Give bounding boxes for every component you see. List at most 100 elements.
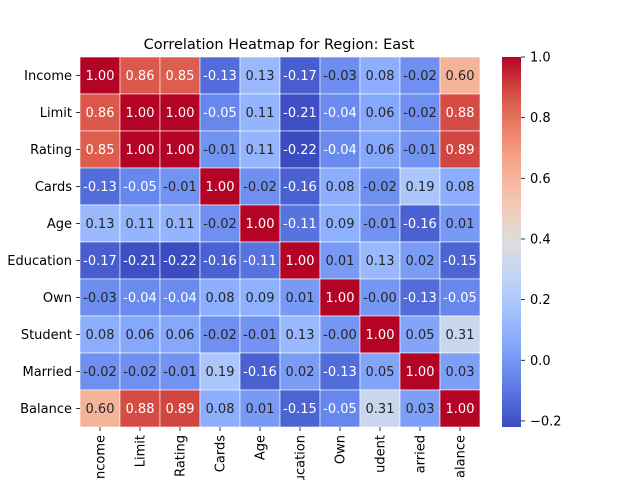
cell-value-label: -0.17 <box>283 69 317 84</box>
heatmap-cell <box>199 278 241 317</box>
y-tick-label: Education <box>7 254 72 269</box>
heatmap-cell <box>159 315 201 354</box>
heatmap-cell <box>319 93 361 132</box>
cell-value-label: 0.03 <box>446 365 475 380</box>
heatmap-cell <box>319 315 361 354</box>
colorbar: −0.2 0.0 0.2 0.4 0.6 0.8 1.0 <box>502 51 562 429</box>
cell-value-label: 0.13 <box>366 254 395 269</box>
cell-value-label: 0.08 <box>206 402 235 417</box>
heatmap-cell <box>279 167 321 206</box>
cell-value-label: 0.11 <box>246 143 275 158</box>
heatmap-cell <box>359 56 401 95</box>
cell-value-label: -0.15 <box>283 402 317 417</box>
heatmap-cell <box>279 315 321 354</box>
heatmap-cell <box>359 204 401 243</box>
heatmap-cell <box>439 56 481 95</box>
cell-value-label: 0.08 <box>326 180 355 195</box>
cell-value-label: 0.02 <box>286 365 315 380</box>
cell-value-label: -0.02 <box>403 69 437 84</box>
heatmap-cell <box>359 93 401 132</box>
cell-value-label: -0.21 <box>283 106 317 121</box>
cell-value-label: 1.00 <box>126 106 155 121</box>
cell-value-label: -0.11 <box>283 217 317 232</box>
cell-value-label: 1.00 <box>406 365 435 380</box>
cell-value-label: -0.22 <box>283 143 317 158</box>
cell-value-label: -0.00 <box>363 291 397 306</box>
cell-value-label: 0.88 <box>126 402 155 417</box>
cell-value-label: -0.05 <box>323 402 357 417</box>
cell-value-label: 0.05 <box>406 328 435 343</box>
heatmap-cell <box>319 130 361 169</box>
heatmap-cell <box>319 389 361 428</box>
cell-value-label: 1.00 <box>86 69 115 84</box>
heatmap-cell <box>399 278 441 317</box>
heatmap-cell <box>119 389 161 428</box>
cell-value-label: -0.04 <box>323 106 357 121</box>
heatmap-cell <box>119 352 161 391</box>
heatmap-cell <box>199 352 241 391</box>
cell-value-label: 0.06 <box>366 106 395 121</box>
heatmap-cell <box>199 389 241 428</box>
heatmap-cell <box>199 315 241 354</box>
heatmap-cell <box>279 204 321 243</box>
cell-value-label: -0.16 <box>203 254 237 269</box>
cell-value-label: 0.06 <box>366 143 395 158</box>
heatmap-cell <box>119 56 161 95</box>
heatmap-cell <box>79 167 121 206</box>
y-tick-label: Rating <box>30 143 72 158</box>
heatmap-cell <box>159 241 201 280</box>
heatmap-cell <box>199 241 241 280</box>
cell-value-label: 0.11 <box>246 106 275 121</box>
heatmap-cell <box>79 278 121 317</box>
x-axis-tick-labels: ncome Limit Rating Cards Age ucation Own udent a… <box>94 427 469 480</box>
cell-value-label: 0.05 <box>366 365 395 380</box>
cell-value-label: 0.01 <box>326 254 355 269</box>
cell-value-label: -0.01 <box>163 365 197 380</box>
heatmap-cell <box>359 315 401 354</box>
cell-value-label: -0.13 <box>403 291 437 306</box>
heatmap-cell <box>279 278 321 317</box>
colorbar-tick-label: 0.2 <box>530 293 551 308</box>
cell-value-label: 0.06 <box>126 328 155 343</box>
cell-value-label: -0.01 <box>203 143 237 158</box>
cell-value-label: 0.01 <box>446 217 475 232</box>
cell-value-label: 0.88 <box>446 106 475 121</box>
y-tick-label: Own <box>43 291 72 306</box>
x-tick-label: Own <box>334 435 349 464</box>
heatmap-cell <box>239 204 281 243</box>
y-tick-label: Student <box>21 328 72 343</box>
cell-value-label: -0.05 <box>203 106 237 121</box>
heatmap-cell <box>439 167 481 206</box>
cell-value-label: 1.00 <box>166 106 195 121</box>
cell-value-label: -0.02 <box>203 328 237 343</box>
heatmap-cell <box>279 389 321 428</box>
heatmap-cell <box>399 93 441 132</box>
heatmap-cell <box>119 204 161 243</box>
heatmap-cell <box>359 352 401 391</box>
cell-value-label: 0.08 <box>446 180 475 195</box>
heatmap-cell <box>319 204 361 243</box>
cell-value-label: 1.00 <box>206 180 235 195</box>
x-tick-label: ucation <box>294 435 309 480</box>
cell-value-label: -0.02 <box>243 180 277 195</box>
cell-value-label: 0.11 <box>126 217 155 232</box>
y-tick-label: Income <box>24 69 72 84</box>
cell-value-label: 1.00 <box>446 402 475 417</box>
heatmap-cell <box>119 130 161 169</box>
cell-value-label: -0.22 <box>163 254 197 269</box>
heatmap-cell <box>239 352 281 391</box>
colorbar-tick-label: −0.2 <box>530 414 562 429</box>
heatmap-cell <box>359 130 401 169</box>
x-tick-label: alance <box>454 435 469 478</box>
cell-value-label: -0.01 <box>243 328 277 343</box>
heatmap-cell <box>79 389 121 428</box>
chart-title: Correlation Heatmap for Region: East <box>144 37 415 53</box>
heatmap-cell <box>359 278 401 317</box>
heatmap-cell <box>319 167 361 206</box>
heatmap-cell <box>399 130 441 169</box>
heatmap-cell <box>279 93 321 132</box>
cell-value-label: -0.16 <box>403 217 437 232</box>
cell-value-label: -0.13 <box>323 365 357 380</box>
x-tick-label: udent <box>374 435 389 473</box>
